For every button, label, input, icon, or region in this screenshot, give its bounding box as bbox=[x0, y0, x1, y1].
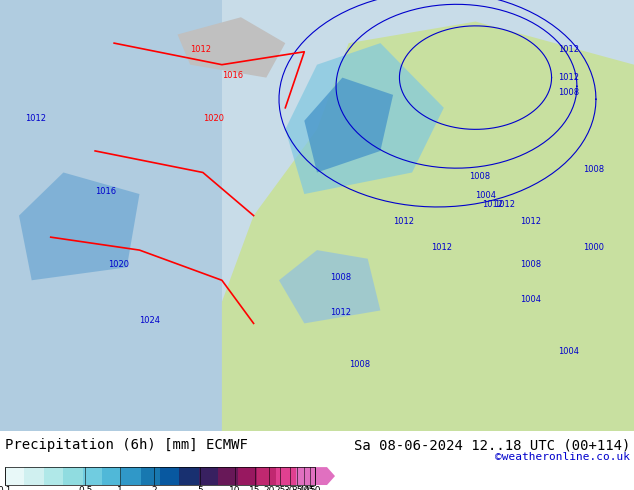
Bar bbox=[44, 467, 63, 485]
Text: 1004: 1004 bbox=[476, 192, 496, 200]
Text: 0.1: 0.1 bbox=[0, 486, 12, 490]
Text: 1012: 1012 bbox=[393, 217, 414, 226]
Bar bbox=[160, 467, 179, 485]
Text: 30: 30 bbox=[284, 486, 295, 490]
Text: 25: 25 bbox=[275, 486, 286, 490]
Text: 1012: 1012 bbox=[190, 45, 211, 54]
Text: 1012: 1012 bbox=[558, 73, 579, 82]
Bar bbox=[121, 467, 141, 485]
Polygon shape bbox=[178, 17, 285, 77]
Bar bbox=[24, 467, 44, 485]
Text: 1004: 1004 bbox=[558, 346, 579, 356]
Text: 20: 20 bbox=[264, 486, 275, 490]
Text: 1012: 1012 bbox=[330, 308, 351, 317]
Polygon shape bbox=[222, 22, 634, 431]
Text: 1008: 1008 bbox=[349, 360, 370, 368]
Text: Precipitation (6h) [mm] ECMWF: Precipitation (6h) [mm] ECMWF bbox=[5, 438, 248, 452]
Text: 5: 5 bbox=[197, 486, 203, 490]
Text: 1000: 1000 bbox=[583, 243, 604, 252]
Bar bbox=[5, 467, 24, 485]
Text: ©weatheronline.co.uk: ©weatheronline.co.uk bbox=[495, 452, 630, 462]
Text: 1012: 1012 bbox=[25, 114, 46, 122]
Text: 1024: 1024 bbox=[139, 317, 160, 325]
Bar bbox=[198, 467, 218, 485]
Bar bbox=[295, 467, 315, 485]
Text: 10: 10 bbox=[229, 486, 240, 490]
Text: 1020: 1020 bbox=[108, 260, 129, 270]
Text: 1008: 1008 bbox=[469, 172, 490, 181]
Polygon shape bbox=[304, 77, 393, 172]
Polygon shape bbox=[0, 0, 222, 431]
Bar bbox=[63, 467, 82, 485]
Bar bbox=[257, 467, 276, 485]
Text: 45: 45 bbox=[304, 486, 316, 490]
Text: 35: 35 bbox=[292, 486, 303, 490]
Text: 2: 2 bbox=[152, 486, 157, 490]
Text: 1012: 1012 bbox=[495, 200, 515, 209]
Text: 1012: 1012 bbox=[558, 45, 579, 54]
Bar bbox=[5, 467, 315, 485]
Polygon shape bbox=[0, 0, 634, 431]
Text: 1008: 1008 bbox=[558, 88, 579, 97]
Text: 1008: 1008 bbox=[583, 166, 604, 174]
Bar bbox=[82, 467, 102, 485]
Bar bbox=[102, 467, 121, 485]
Text: 50: 50 bbox=[309, 486, 321, 490]
Bar bbox=[238, 467, 257, 485]
Polygon shape bbox=[19, 172, 139, 280]
Text: 1012: 1012 bbox=[482, 200, 503, 209]
Text: 0.5: 0.5 bbox=[78, 486, 93, 490]
Bar bbox=[179, 467, 198, 485]
Text: 1004: 1004 bbox=[520, 295, 541, 304]
Text: 1012: 1012 bbox=[431, 243, 452, 252]
Text: 1012: 1012 bbox=[520, 217, 541, 226]
Text: 1008: 1008 bbox=[520, 260, 541, 270]
Text: 1020: 1020 bbox=[203, 114, 224, 122]
Text: Sa 08-06-2024 12..18 UTC (00+114): Sa 08-06-2024 12..18 UTC (00+114) bbox=[354, 438, 630, 452]
Text: 15: 15 bbox=[249, 486, 261, 490]
Text: 1008: 1008 bbox=[330, 273, 351, 282]
FancyArrow shape bbox=[315, 467, 335, 485]
Bar bbox=[141, 467, 160, 485]
Text: 1016: 1016 bbox=[222, 71, 243, 79]
Polygon shape bbox=[279, 250, 380, 323]
Bar bbox=[276, 467, 295, 485]
Text: 40: 40 bbox=[298, 486, 309, 490]
Bar bbox=[218, 467, 238, 485]
Polygon shape bbox=[285, 43, 444, 194]
Text: 1: 1 bbox=[117, 486, 123, 490]
Text: 1016: 1016 bbox=[95, 187, 116, 196]
